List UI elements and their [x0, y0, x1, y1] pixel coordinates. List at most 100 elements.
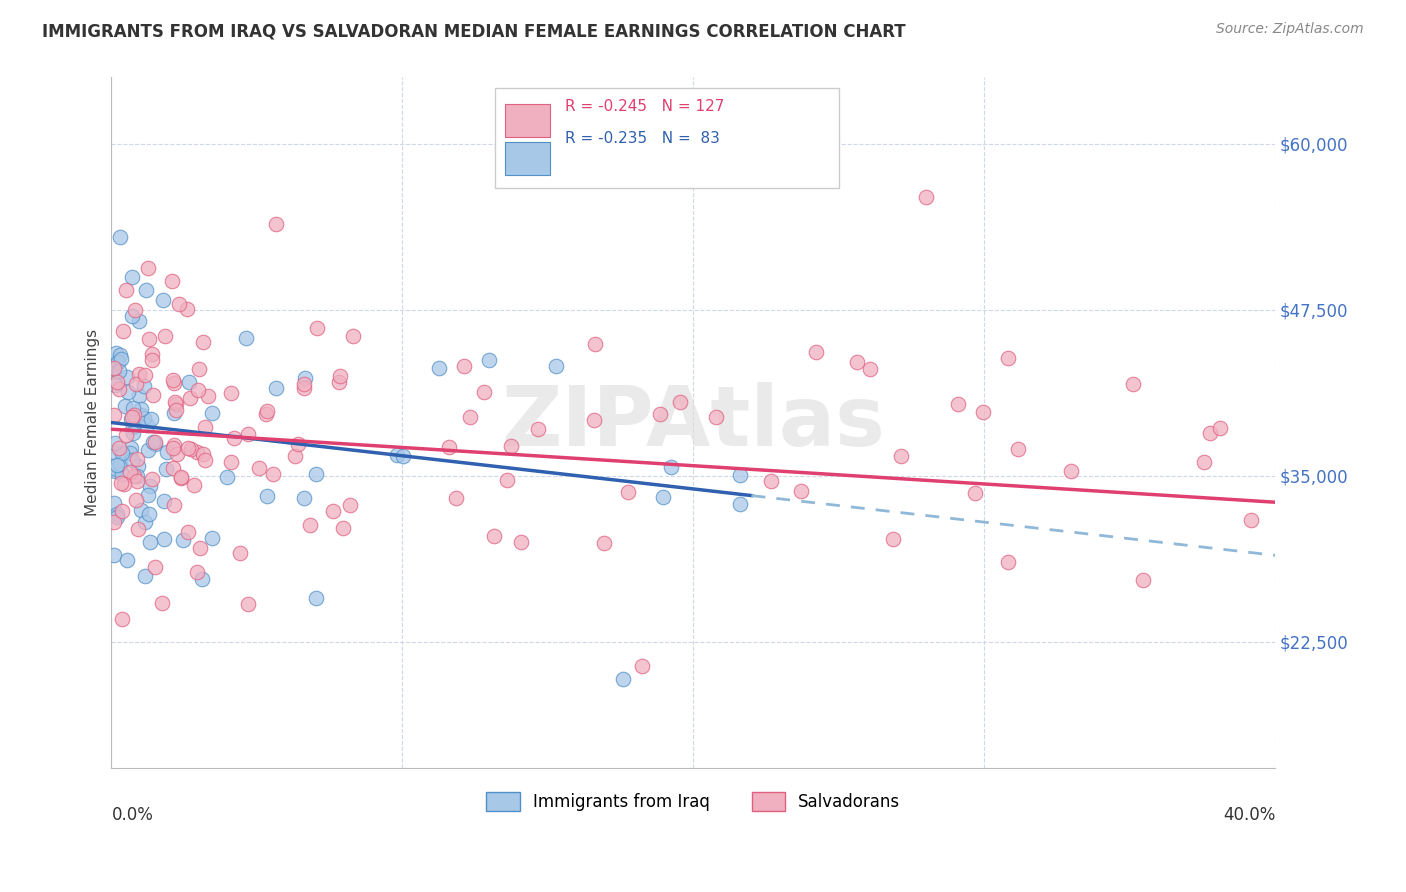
Point — [112, 325, 135, 339]
Point — [176, 301, 198, 316]
Point — [478, 353, 501, 368]
Point — [997, 351, 1019, 366]
Point — [322, 504, 344, 518]
Point — [329, 369, 352, 384]
Point — [143, 434, 166, 449]
Point — [946, 397, 969, 411]
Point — [143, 437, 166, 451]
Point — [127, 469, 149, 483]
Point — [105, 345, 128, 359]
Point — [264, 381, 287, 395]
Point — [612, 672, 634, 686]
Point — [115, 427, 138, 442]
Point — [136, 418, 159, 433]
Point — [115, 552, 138, 566]
Point — [1060, 463, 1083, 477]
Point — [652, 491, 675, 505]
Point — [592, 535, 614, 549]
Point — [247, 460, 270, 475]
Point — [134, 410, 156, 425]
Point — [728, 467, 751, 482]
Point — [472, 384, 495, 399]
Point — [266, 217, 288, 231]
Point — [127, 452, 149, 467]
Point — [111, 612, 134, 626]
Point — [122, 419, 145, 434]
Point — [287, 436, 309, 450]
Point — [385, 449, 408, 463]
FancyBboxPatch shape — [505, 103, 550, 137]
FancyBboxPatch shape — [505, 142, 550, 176]
Point — [183, 478, 205, 492]
Point — [299, 518, 322, 533]
Point — [458, 410, 481, 425]
Point — [392, 449, 415, 463]
Point — [125, 493, 148, 508]
Point — [155, 462, 177, 476]
Point — [170, 470, 193, 484]
Point — [108, 229, 131, 244]
Point — [1122, 377, 1144, 392]
Point — [152, 293, 174, 307]
Point — [1240, 513, 1263, 527]
Point — [105, 510, 128, 524]
Point — [177, 375, 200, 389]
Point — [544, 359, 567, 373]
Point — [728, 496, 751, 510]
Point — [846, 355, 869, 369]
Point — [127, 522, 149, 536]
Text: ZIPAtlas: ZIPAtlas — [502, 382, 886, 463]
Point — [339, 498, 361, 512]
Point — [156, 445, 179, 459]
Point — [583, 336, 606, 351]
Point — [238, 597, 260, 611]
Point — [105, 375, 128, 389]
Point — [141, 472, 163, 486]
Point — [669, 395, 692, 409]
Point — [219, 455, 242, 469]
Point — [132, 378, 155, 392]
Point — [121, 309, 143, 323]
Point — [284, 450, 307, 464]
Point — [125, 377, 148, 392]
Point — [292, 381, 315, 395]
Text: Source: ZipAtlas.com: Source: ZipAtlas.com — [1216, 22, 1364, 37]
Point — [118, 466, 141, 480]
Point — [124, 302, 146, 317]
Point — [111, 467, 134, 482]
Point — [256, 489, 278, 503]
Point — [166, 447, 188, 461]
Point — [127, 459, 149, 474]
Point — [138, 488, 160, 502]
Point — [307, 320, 329, 334]
Point — [136, 443, 159, 458]
Point — [104, 462, 127, 476]
Point — [141, 353, 163, 368]
Point — [1209, 420, 1232, 434]
Point — [120, 442, 142, 456]
Point — [1132, 573, 1154, 587]
Point — [659, 459, 682, 474]
Point — [117, 384, 139, 399]
Point — [890, 450, 912, 464]
Point — [114, 399, 136, 413]
Point — [136, 260, 159, 275]
Point — [997, 555, 1019, 569]
Point — [191, 334, 214, 349]
Point — [134, 515, 156, 529]
Point — [427, 360, 450, 375]
Point — [804, 344, 827, 359]
Point — [104, 378, 127, 392]
Point — [616, 485, 638, 500]
Point — [510, 535, 533, 549]
Point — [236, 427, 259, 442]
Point — [1192, 455, 1215, 469]
Point — [103, 361, 125, 376]
Point — [153, 494, 176, 508]
Point — [499, 439, 522, 453]
Point — [115, 370, 138, 384]
Point — [858, 362, 880, 376]
Point — [188, 541, 211, 555]
Point — [704, 409, 727, 424]
Point — [162, 442, 184, 456]
